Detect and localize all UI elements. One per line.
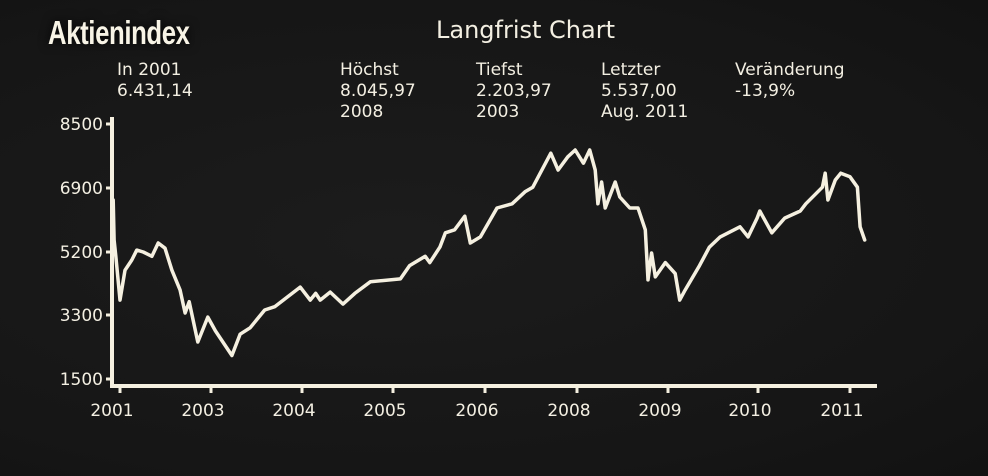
x-tick-label: 2005 (363, 401, 406, 421)
stat-last: Letzter 5.537,00 Aug. 2011 (601, 60, 688, 123)
x-tick-label: 2006 (455, 401, 498, 421)
stat-value: -13,9% (735, 81, 796, 101)
stat-value: 6.431,14 (117, 81, 193, 101)
index-line (111, 148, 867, 358)
x-tick-label: 2003 (181, 401, 224, 421)
stat-note: 2008 (340, 102, 384, 122)
x-tick-label: 2011 (820, 401, 863, 421)
stat-label: Tiefst (476, 60, 523, 80)
x-tick-label: 2008 (547, 401, 590, 421)
stat-label: Letzter (601, 60, 661, 80)
stat-note: 2003 (476, 102, 520, 122)
y-tick-label: 3300 (60, 306, 103, 326)
chart-subtitle: Langfrist Chart (436, 16, 616, 44)
stat-value: 5.537,00 (601, 81, 677, 101)
x-tick-label: 2004 (272, 401, 315, 421)
stat-value: 2.203,97 (476, 81, 552, 101)
stat-start: In 2001 6.431,14 (117, 60, 193, 102)
stat-label: Höchst (340, 60, 399, 80)
stat-high: Höchst 8.045,97 2008 (340, 60, 416, 123)
chart-title: Aktienindex (48, 14, 190, 51)
stat-low: Tiefst 2.203,97 2003 (476, 60, 552, 123)
y-tick-label: 6900 (60, 179, 103, 199)
x-tick-label: 2001 (90, 401, 133, 421)
y-tick-label: 1500 (60, 370, 103, 390)
stat-label: In 2001 (117, 60, 182, 80)
stat-label: Veränderung (735, 60, 845, 80)
y-tick-label: 5200 (60, 243, 103, 263)
y-tick-label: 8500 (60, 115, 103, 135)
x-tick-label: 2009 (638, 401, 681, 421)
stat-note: Aug. 2011 (601, 102, 689, 122)
stat-value: 8.045,97 (340, 81, 416, 101)
x-tick-label: 2010 (728, 401, 771, 421)
stat-change: Veränderung -13,9% (735, 60, 845, 102)
